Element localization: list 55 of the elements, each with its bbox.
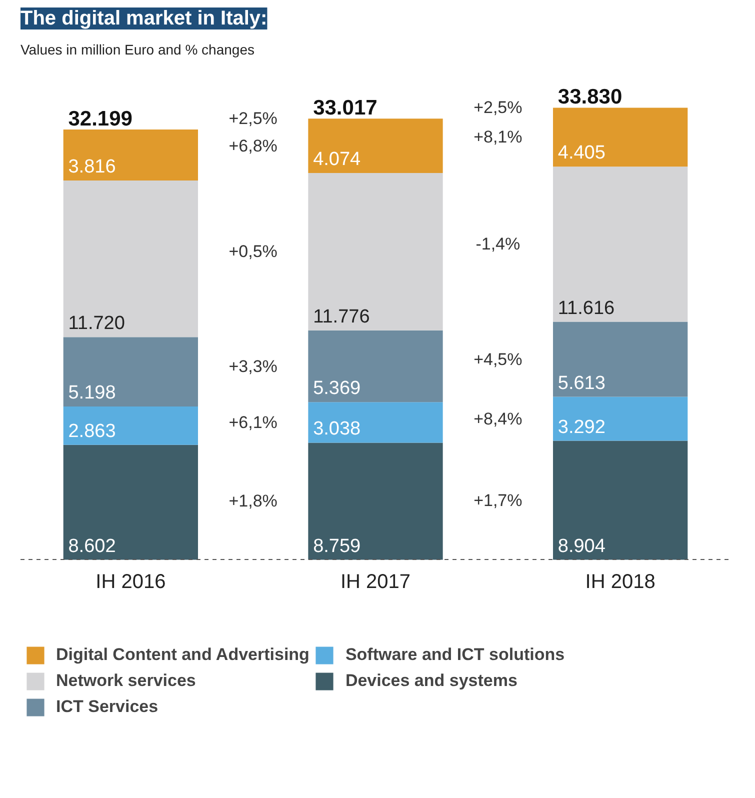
bar bbox=[63, 180, 198, 338]
annotation: +2,5% bbox=[228, 109, 278, 128]
data-label: 5.198 bbox=[68, 382, 116, 404]
bar bbox=[553, 322, 688, 397]
data-label: 5.613 bbox=[558, 372, 606, 394]
annotation: +3,3% bbox=[228, 356, 278, 376]
bar bbox=[553, 396, 688, 441]
legend-label: Devices and systems bbox=[345, 671, 518, 691]
data-label: 8.904 bbox=[558, 536, 606, 557]
annotation: +6,1% bbox=[228, 412, 278, 432]
annotation: -1,4% bbox=[476, 234, 520, 254]
data-label: 3.292 bbox=[558, 416, 606, 438]
annotation: +8,4% bbox=[474, 409, 522, 428]
legend-label: Network services bbox=[56, 671, 196, 691]
chart-title: The digital market in Italy: bbox=[20, 8, 268, 30]
data-label: 2.863 bbox=[68, 420, 116, 442]
total-label: 33.830 bbox=[558, 86, 622, 109]
annotation: +1,8% bbox=[228, 492, 278, 511]
data-label: 11.720 bbox=[68, 313, 125, 334]
bar bbox=[553, 440, 688, 560]
legend-label: Software and ICT solutions bbox=[345, 645, 565, 665]
data-label: 3.816 bbox=[68, 156, 116, 178]
total-label: 32.199 bbox=[68, 108, 132, 130]
bar bbox=[63, 406, 198, 445]
x-tick-label: IH 2016 bbox=[96, 570, 166, 593]
bar bbox=[308, 118, 443, 174]
x-tick-label: IH 2017 bbox=[340, 570, 411, 593]
annotation: +0,5% bbox=[228, 242, 278, 262]
legend-label: Digital Content and Advertising bbox=[56, 645, 310, 665]
data-label: 5.369 bbox=[313, 378, 361, 400]
data-label: 4.074 bbox=[313, 149, 362, 170]
bar bbox=[308, 442, 443, 560]
annotation: +1,7% bbox=[474, 490, 522, 510]
total-label: 33.017 bbox=[313, 96, 378, 120]
annotation: +8,1% bbox=[474, 128, 522, 147]
annotation: +4,5% bbox=[474, 350, 522, 369]
data-label: 4.405 bbox=[558, 142, 606, 164]
data-label: 3.038 bbox=[313, 418, 361, 440]
x-tick-label: IH 2018 bbox=[585, 570, 656, 593]
data-label: 11.616 bbox=[558, 298, 615, 319]
bar bbox=[308, 402, 443, 443]
legend-label: ICT Services bbox=[56, 697, 158, 717]
annotation: +6,8% bbox=[228, 136, 278, 156]
data-label: 8.759 bbox=[313, 536, 361, 557]
data-label: 11.776 bbox=[313, 306, 370, 328]
bar bbox=[63, 444, 198, 560]
bar bbox=[553, 108, 688, 167]
bar bbox=[63, 130, 198, 180]
annotation: +2,5% bbox=[474, 98, 522, 118]
chart-subtitle: Values in million Euro and % changes bbox=[20, 42, 254, 58]
bar bbox=[553, 166, 688, 322]
bar bbox=[63, 337, 198, 407]
data-label: 8.602 bbox=[68, 536, 116, 557]
bar bbox=[308, 330, 443, 402]
bar bbox=[308, 173, 443, 330]
